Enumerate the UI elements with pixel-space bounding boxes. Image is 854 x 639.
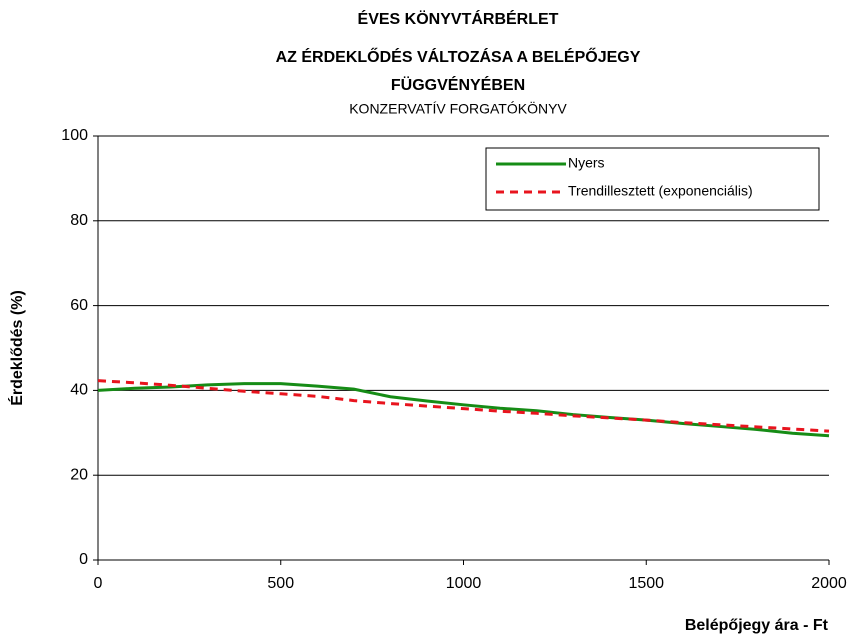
y-tick-label: 80 — [70, 212, 88, 229]
chart-title: ÉVES KÖNYVTÁRBÉRLET — [358, 9, 559, 28]
legend-label: Trendillesztett (exponenciális) — [568, 183, 753, 199]
x-tick-label: 2000 — [811, 575, 847, 592]
x-tick-label: 0 — [94, 575, 103, 592]
chart-subtitle: KONZERVATÍV FORGATÓKÖNYV — [349, 100, 567, 117]
y-axis-label: Érdeklődés (%) — [7, 290, 26, 406]
chart-title: AZ ÉRDEKLŐDÉS VÁLTOZÁSA A BELÉPŐJEGY — [276, 47, 641, 66]
x-tick-label: 500 — [267, 575, 294, 592]
chart-title: FÜGGVÉNYÉBEN — [391, 75, 525, 94]
x-tick-label: 1000 — [446, 575, 482, 592]
y-tick-label: 0 — [79, 551, 88, 568]
y-tick-label: 60 — [70, 297, 88, 314]
x-tick-label: 1500 — [628, 575, 664, 592]
y-tick-label: 20 — [70, 466, 88, 483]
y-tick-label: 40 — [70, 382, 88, 399]
data-line — [97, 379, 830, 433]
y-tick-label: 100 — [61, 127, 88, 144]
x-axis-label: Belépőjegy ára - Ft — [685, 617, 829, 634]
data-line — [97, 382, 830, 438]
legend-box — [485, 147, 820, 211]
legend-label: Nyers — [568, 155, 605, 171]
